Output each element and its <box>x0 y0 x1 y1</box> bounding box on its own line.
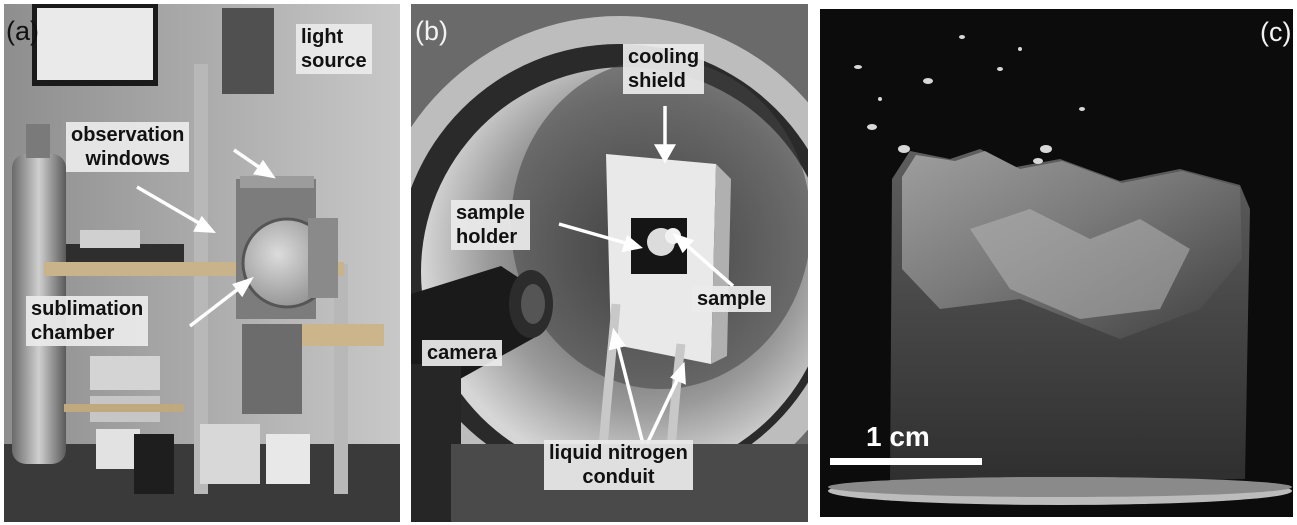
lab-setup-photo <box>4 4 400 522</box>
scale-bar-label: 1 cm <box>866 421 930 452</box>
scale-bar <box>830 458 982 465</box>
panel-c-photo: (c) 1 cm <box>820 9 1293 517</box>
sample-closeup-photo <box>820 9 1293 517</box>
panel-b-photo: (b) cooling shield sample holder sample … <box>411 4 808 522</box>
panel-c-label: (c) <box>1260 17 1292 47</box>
panel-a-photo: (a) light source observation windows sub… <box>4 4 400 522</box>
label-liquid-nitrogen-conduit: liquid nitrogen conduit <box>544 440 693 490</box>
label-cooling-shield: cooling shield <box>623 44 705 94</box>
label-sample-holder: sample holder <box>451 200 530 250</box>
label-camera: camera <box>422 340 503 366</box>
label-observation-windows: observation windows <box>66 122 190 172</box>
label-sublimation-chamber: sublimation chamber <box>26 296 149 346</box>
panel-b-label: (b) <box>415 16 448 46</box>
label-sample: sample <box>692 286 771 312</box>
panel-b-arrows <box>558 106 735 445</box>
label-light-source: light source <box>296 24 372 74</box>
panel-a-arrows <box>136 148 276 328</box>
panel-a-label: (a) <box>6 16 39 46</box>
